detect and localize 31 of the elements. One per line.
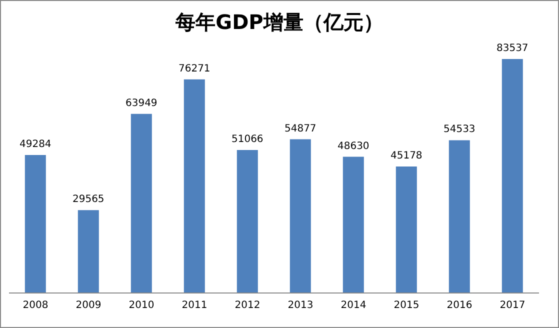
x-tick-label: 2009: [76, 300, 102, 312]
bar: [342, 156, 364, 293]
bar: [396, 166, 417, 293]
x-tick-label: 2013: [288, 300, 314, 312]
data-label: 54533: [443, 124, 476, 136]
x-tick-label: 2016: [446, 300, 472, 312]
data-label: 51066: [231, 134, 264, 145]
data-label: 63949: [125, 98, 158, 109]
data-label: 29565: [72, 194, 104, 206]
x-tick-label: 2012: [234, 300, 260, 312]
data-label: 83537: [496, 43, 528, 54]
bar: [290, 139, 311, 293]
bar: [130, 114, 152, 293]
bar: [448, 140, 470, 293]
bar: [24, 154, 46, 293]
bar: [184, 79, 205, 293]
data-label: 48630: [337, 140, 370, 152]
x-tick-label: 2015: [394, 300, 420, 312]
x-tick-label: 2017: [500, 300, 526, 312]
x-tick-label: 2008: [22, 300, 48, 312]
bar: [236, 150, 258, 293]
data-label: 45178: [390, 150, 422, 162]
x-tick-label: 2014: [340, 300, 366, 312]
data-label: 54877: [284, 123, 316, 134]
chart-title: 每年GDP增量（亿元）: [174, 9, 384, 36]
bar: [78, 210, 99, 293]
x-tick-label: 2011: [182, 300, 208, 312]
data-label: 76271: [178, 63, 210, 74]
data-label: 49284: [19, 138, 52, 150]
x-tick-label: 2010: [128, 300, 154, 312]
bar: [502, 59, 523, 293]
